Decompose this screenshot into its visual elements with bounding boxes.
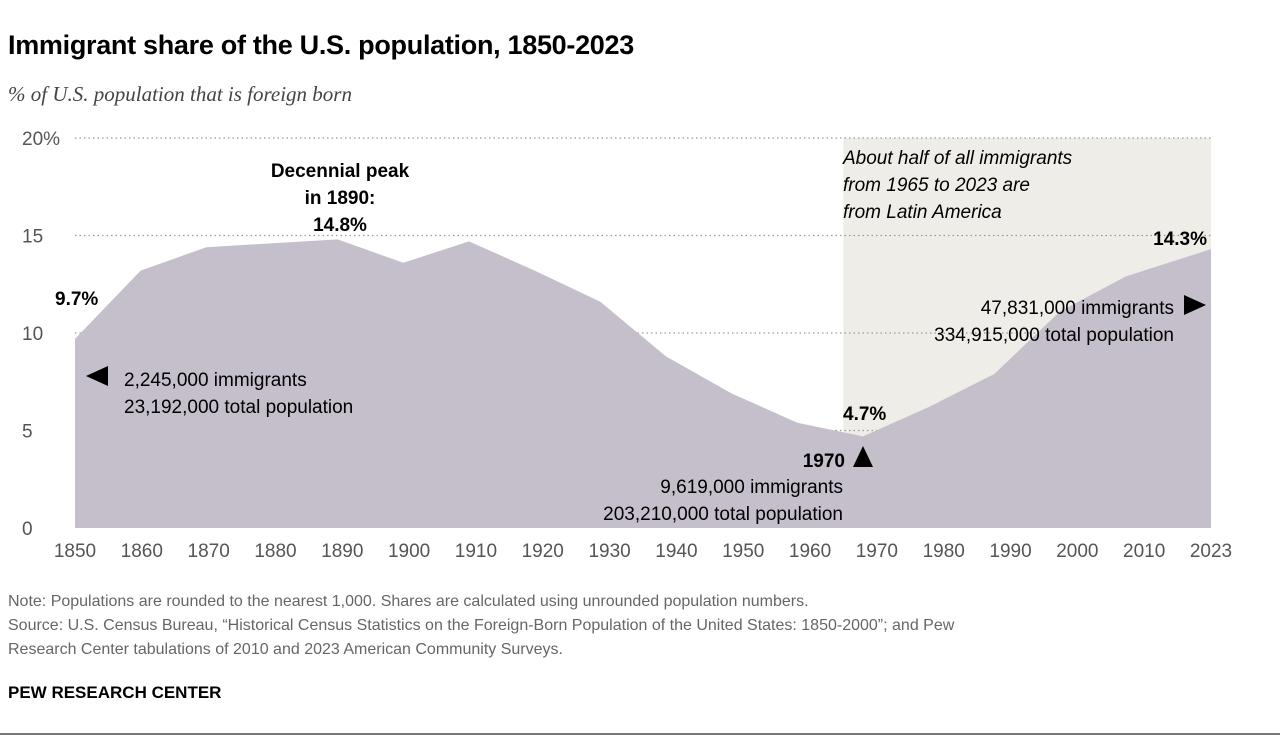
- start-detail: 2,245,000 immigrants: [124, 370, 307, 391]
- left-arrow-icon: [86, 366, 108, 386]
- x-tick-label: 1910: [455, 541, 497, 562]
- x-tick-label: 2023: [1190, 541, 1232, 562]
- x-tick-label: 1890: [321, 541, 363, 562]
- low-year-label: 1970: [803, 451, 845, 472]
- note: Note: Populations are rounded to the nea…: [8, 593, 809, 610]
- up-arrow-icon: [853, 446, 873, 467]
- bottom-rule: [0, 733, 1280, 735]
- x-tick-label: 1900: [388, 541, 430, 562]
- highlight-annotation: About half of all immigrants: [842, 148, 1073, 169]
- x-tick-label: 1860: [121, 541, 163, 562]
- area-series: [75, 239, 1211, 528]
- x-tick-label: 1970: [856, 541, 898, 562]
- right-arrow-icon: [1184, 295, 1206, 315]
- y-tick-label: 0: [22, 519, 33, 540]
- y-tick-label: 10: [22, 324, 43, 345]
- x-tick-label: 2000: [1056, 541, 1098, 562]
- end-detail: 334,915,000 total population: [934, 325, 1174, 346]
- area-chart: 0 5 10 15 20% 1850 1860 1870 1880 1890 1900 1910 192…: [22, 129, 1232, 562]
- peak-annotation: in 1890:: [305, 188, 376, 209]
- x-tick-label: 1990: [989, 541, 1031, 562]
- low-detail: 9,619,000 immigrants: [660, 477, 843, 498]
- y-tick-label: 20%: [22, 129, 60, 150]
- x-tick-label: 1950: [722, 541, 764, 562]
- end-value-label: 14.3%: [1153, 229, 1207, 250]
- source-line-2: Research Center tabulations of 2010 and …: [8, 641, 563, 658]
- x-tick-label: 1930: [588, 541, 630, 562]
- start-value-label: 9.7%: [55, 289, 98, 310]
- x-tick-label: 1850: [54, 541, 96, 562]
- peak-annotation: 14.8%: [313, 215, 367, 236]
- x-tick-label: 1980: [923, 541, 965, 562]
- y-tick-label: 5: [22, 422, 33, 443]
- x-tick-label: 2010: [1123, 541, 1165, 562]
- start-detail: 23,192,000 total population: [124, 397, 353, 418]
- chart-title: Immigrant share of the U.S. population, …: [8, 30, 634, 60]
- highlight-annotation: from 1965 to 2023 are: [843, 175, 1030, 196]
- highlight-annotation: from Latin America: [843, 202, 1002, 223]
- end-detail: 47,831,000 immigrants: [981, 298, 1174, 319]
- brand-logo-text: PEW RESEARCH CENTER: [8, 683, 222, 702]
- x-tick-label: 1880: [254, 541, 296, 562]
- source-line-1: Source: U.S. Census Bureau, “Historical …: [8, 617, 955, 634]
- chart-subtitle: % of U.S. population that is foreign bor…: [8, 82, 352, 106]
- x-tick-label: 1920: [522, 541, 564, 562]
- low-value-label: 4.7%: [843, 404, 886, 425]
- low-detail: 203,210,000 total population: [603, 504, 843, 525]
- y-tick-label: 15: [22, 227, 43, 248]
- x-tick-label: 1870: [188, 541, 230, 562]
- peak-annotation: Decennial peak: [271, 161, 410, 182]
- x-tick-label: 1940: [655, 541, 697, 562]
- x-tick-label: 1960: [789, 541, 831, 562]
